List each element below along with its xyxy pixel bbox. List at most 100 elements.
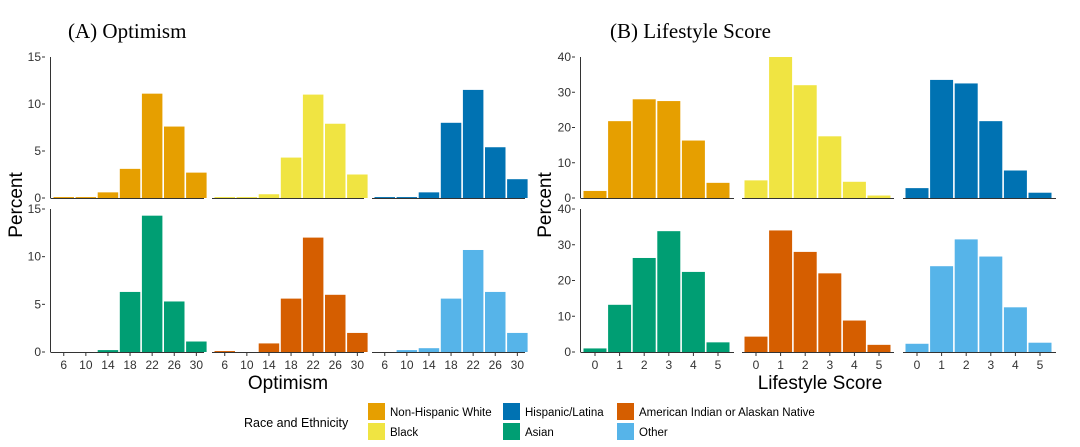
lifestyle-x-tick-label: 1 xyxy=(616,358,623,372)
legend-swatch-black xyxy=(368,423,385,440)
optimism-bar-non-hispanic-white-26 xyxy=(164,126,185,198)
lifestyle-x-tick-label: 5 xyxy=(876,358,883,372)
lifestyle-bar-hispanic-latina-0 xyxy=(905,188,929,198)
optimism-bar-black-6 xyxy=(214,197,235,198)
lifestyle-bar-american-indian-or-alaskan-native-0 xyxy=(744,336,768,352)
optimism-y-tick-label: 15 xyxy=(28,50,42,64)
optimism-y-tick-label: 10 xyxy=(28,97,42,111)
optimism-bar-american-indian-or-alaskan-native-22 xyxy=(302,237,324,352)
lifestyle-bar-black-3 xyxy=(818,136,842,198)
lifestyle-y-tick-label: 40 xyxy=(558,50,572,64)
optimism-x-tick-label: 22 xyxy=(145,358,159,372)
optimism-bar-other-10 xyxy=(396,350,418,352)
optimism-bar-non-hispanic-white-14 xyxy=(97,192,119,198)
lifestyle-bar-other-3 xyxy=(979,256,1003,352)
optimism-bar-asian-26 xyxy=(164,301,185,352)
optimism-bar-black-30 xyxy=(347,174,368,198)
optimism-x-tick-label: 14 xyxy=(262,358,276,372)
optimism-bar-other-18 xyxy=(440,298,462,352)
lifestyle-x-tick-label: 1 xyxy=(938,358,945,372)
optimism-x-tick-label: 22 xyxy=(306,358,320,372)
lifestyle-bar-asian-5 xyxy=(706,342,730,352)
optimism-bar-black-26 xyxy=(325,123,346,198)
lifestyle-y-tick-label: 0 xyxy=(564,345,571,359)
optimism-bar-non-hispanic-white-10 xyxy=(75,197,97,198)
lifestyle-y-axis-title: Percent xyxy=(535,172,556,238)
lifestyle-bar-hispanic-latina-3 xyxy=(979,121,1003,198)
lifestyle-y-tick-label: 20 xyxy=(558,121,572,135)
optimism-bar-asian-30 xyxy=(186,341,207,352)
optimism-y-tick-label: 5 xyxy=(34,297,41,311)
optimism-x-tick-label: 18 xyxy=(284,358,298,372)
lifestyle-bar-black-0 xyxy=(744,180,768,198)
lifestyle-bar-american-indian-or-alaskan-native-4 xyxy=(842,320,866,352)
optimism-bar-hispanic-latina-30 xyxy=(507,179,528,198)
bar-layer xyxy=(53,57,1052,353)
optimism-bar-hispanic-latina-18 xyxy=(440,122,462,198)
lifestyle-panel-title: (B) Lifestyle Score xyxy=(610,19,771,43)
optimism-x-tick-label: 22 xyxy=(466,358,480,372)
optimism-panel-title: (A) Optimism xyxy=(68,19,186,43)
optimism-x-tick-label: 30 xyxy=(511,358,525,372)
lifestyle-bar-other-5 xyxy=(1028,342,1052,352)
optimism-y-tick-label: 15 xyxy=(28,202,42,216)
optimism-x-tick-label: 30 xyxy=(190,358,204,372)
lifestyle-y-tick-label: 10 xyxy=(558,156,572,170)
optimism-bar-other-26 xyxy=(485,291,506,352)
optimism-bar-hispanic-latina-10 xyxy=(396,197,418,198)
optimism-bar-other-30 xyxy=(507,332,528,352)
optimism-x-tick-label: 26 xyxy=(489,358,503,372)
optimism-bar-american-indian-or-alaskan-native-14 xyxy=(258,343,280,352)
axis-layer xyxy=(42,56,1056,356)
legend-swatch-non-hispanic-white xyxy=(368,403,385,420)
lifestyle-bar-non-hispanic-white-2 xyxy=(632,99,656,198)
optimism-bar-hispanic-latina-22 xyxy=(462,89,484,198)
lifestyle-x-tick-label: 5 xyxy=(715,358,722,372)
legend-swatch-other xyxy=(617,423,634,440)
legend-swatch-american-indian-or-alaskan-native xyxy=(617,403,634,420)
lifestyle-x-axis-title: Lifestyle Score xyxy=(758,373,883,394)
lifestyle-bar-non-hispanic-white-3 xyxy=(657,101,681,198)
optimism-bar-hispanic-latina-6 xyxy=(374,197,395,198)
lifestyle-bar-black-5 xyxy=(867,195,891,198)
optimism-bar-black-14 xyxy=(258,194,280,198)
lifestyle-bar-non-hispanic-white-1 xyxy=(608,121,632,198)
lifestyle-x-tick-label: 1 xyxy=(777,358,784,372)
lifestyle-bar-black-1 xyxy=(769,57,793,198)
lifestyle-bar-other-4 xyxy=(1003,307,1027,352)
optimism-bar-black-10 xyxy=(236,197,258,198)
optimism-bar-asian-18 xyxy=(119,291,141,352)
legend-label-american-indian-or-alaskan-native: American Indian or Alaskan Native xyxy=(639,407,815,419)
lifestyle-bar-american-indian-or-alaskan-native-5 xyxy=(867,344,891,352)
optimism-x-tick-label: 10 xyxy=(240,358,254,372)
lifestyle-y-tick-label: 10 xyxy=(558,309,572,323)
optimism-y-tick-label: 0 xyxy=(34,345,41,359)
lifestyle-bar-non-hispanic-white-0 xyxy=(583,190,607,198)
optimism-bar-american-indian-or-alaskan-native-26 xyxy=(325,294,346,352)
optimism-x-tick-label: 18 xyxy=(123,358,137,372)
lifestyle-bar-hispanic-latina-1 xyxy=(930,79,954,198)
optimism-x-tick-label: 6 xyxy=(60,358,67,372)
lifestyle-y-tick-label: 20 xyxy=(558,274,572,288)
lifestyle-x-tick-label: 0 xyxy=(592,358,599,372)
optimism-bar-hispanic-latina-26 xyxy=(485,147,506,198)
optimism-x-tick-label: 26 xyxy=(329,358,343,372)
optimism-bar-black-18 xyxy=(280,157,302,198)
optimism-x-tick-label: 26 xyxy=(168,358,182,372)
optimism-bar-american-indian-or-alaskan-native-30 xyxy=(347,332,368,352)
lifestyle-bar-asian-2 xyxy=(632,257,656,352)
legend-label-asian: Asian xyxy=(525,427,554,439)
optimism-x-tick-label: 18 xyxy=(444,358,458,372)
lifestyle-bar-hispanic-latina-5 xyxy=(1028,192,1052,198)
lifestyle-y-tick-label: 40 xyxy=(558,202,572,216)
optimism-bar-non-hispanic-white-22 xyxy=(141,93,163,198)
legend-title: Race and Ethnicity xyxy=(244,416,349,430)
lifestyle-bar-hispanic-latina-2 xyxy=(954,83,978,198)
lifestyle-x-tick-label: 3 xyxy=(826,358,833,372)
legend-swatch-asian xyxy=(503,423,520,440)
legend-label-non-hispanic-white: Non-Hispanic White xyxy=(390,407,492,419)
optimism-bar-non-hispanic-white-18 xyxy=(119,168,141,198)
lifestyle-bar-asian-4 xyxy=(681,271,705,352)
lifestyle-bar-asian-0 xyxy=(583,348,607,352)
optimism-bar-hispanic-latina-14 xyxy=(418,192,440,198)
